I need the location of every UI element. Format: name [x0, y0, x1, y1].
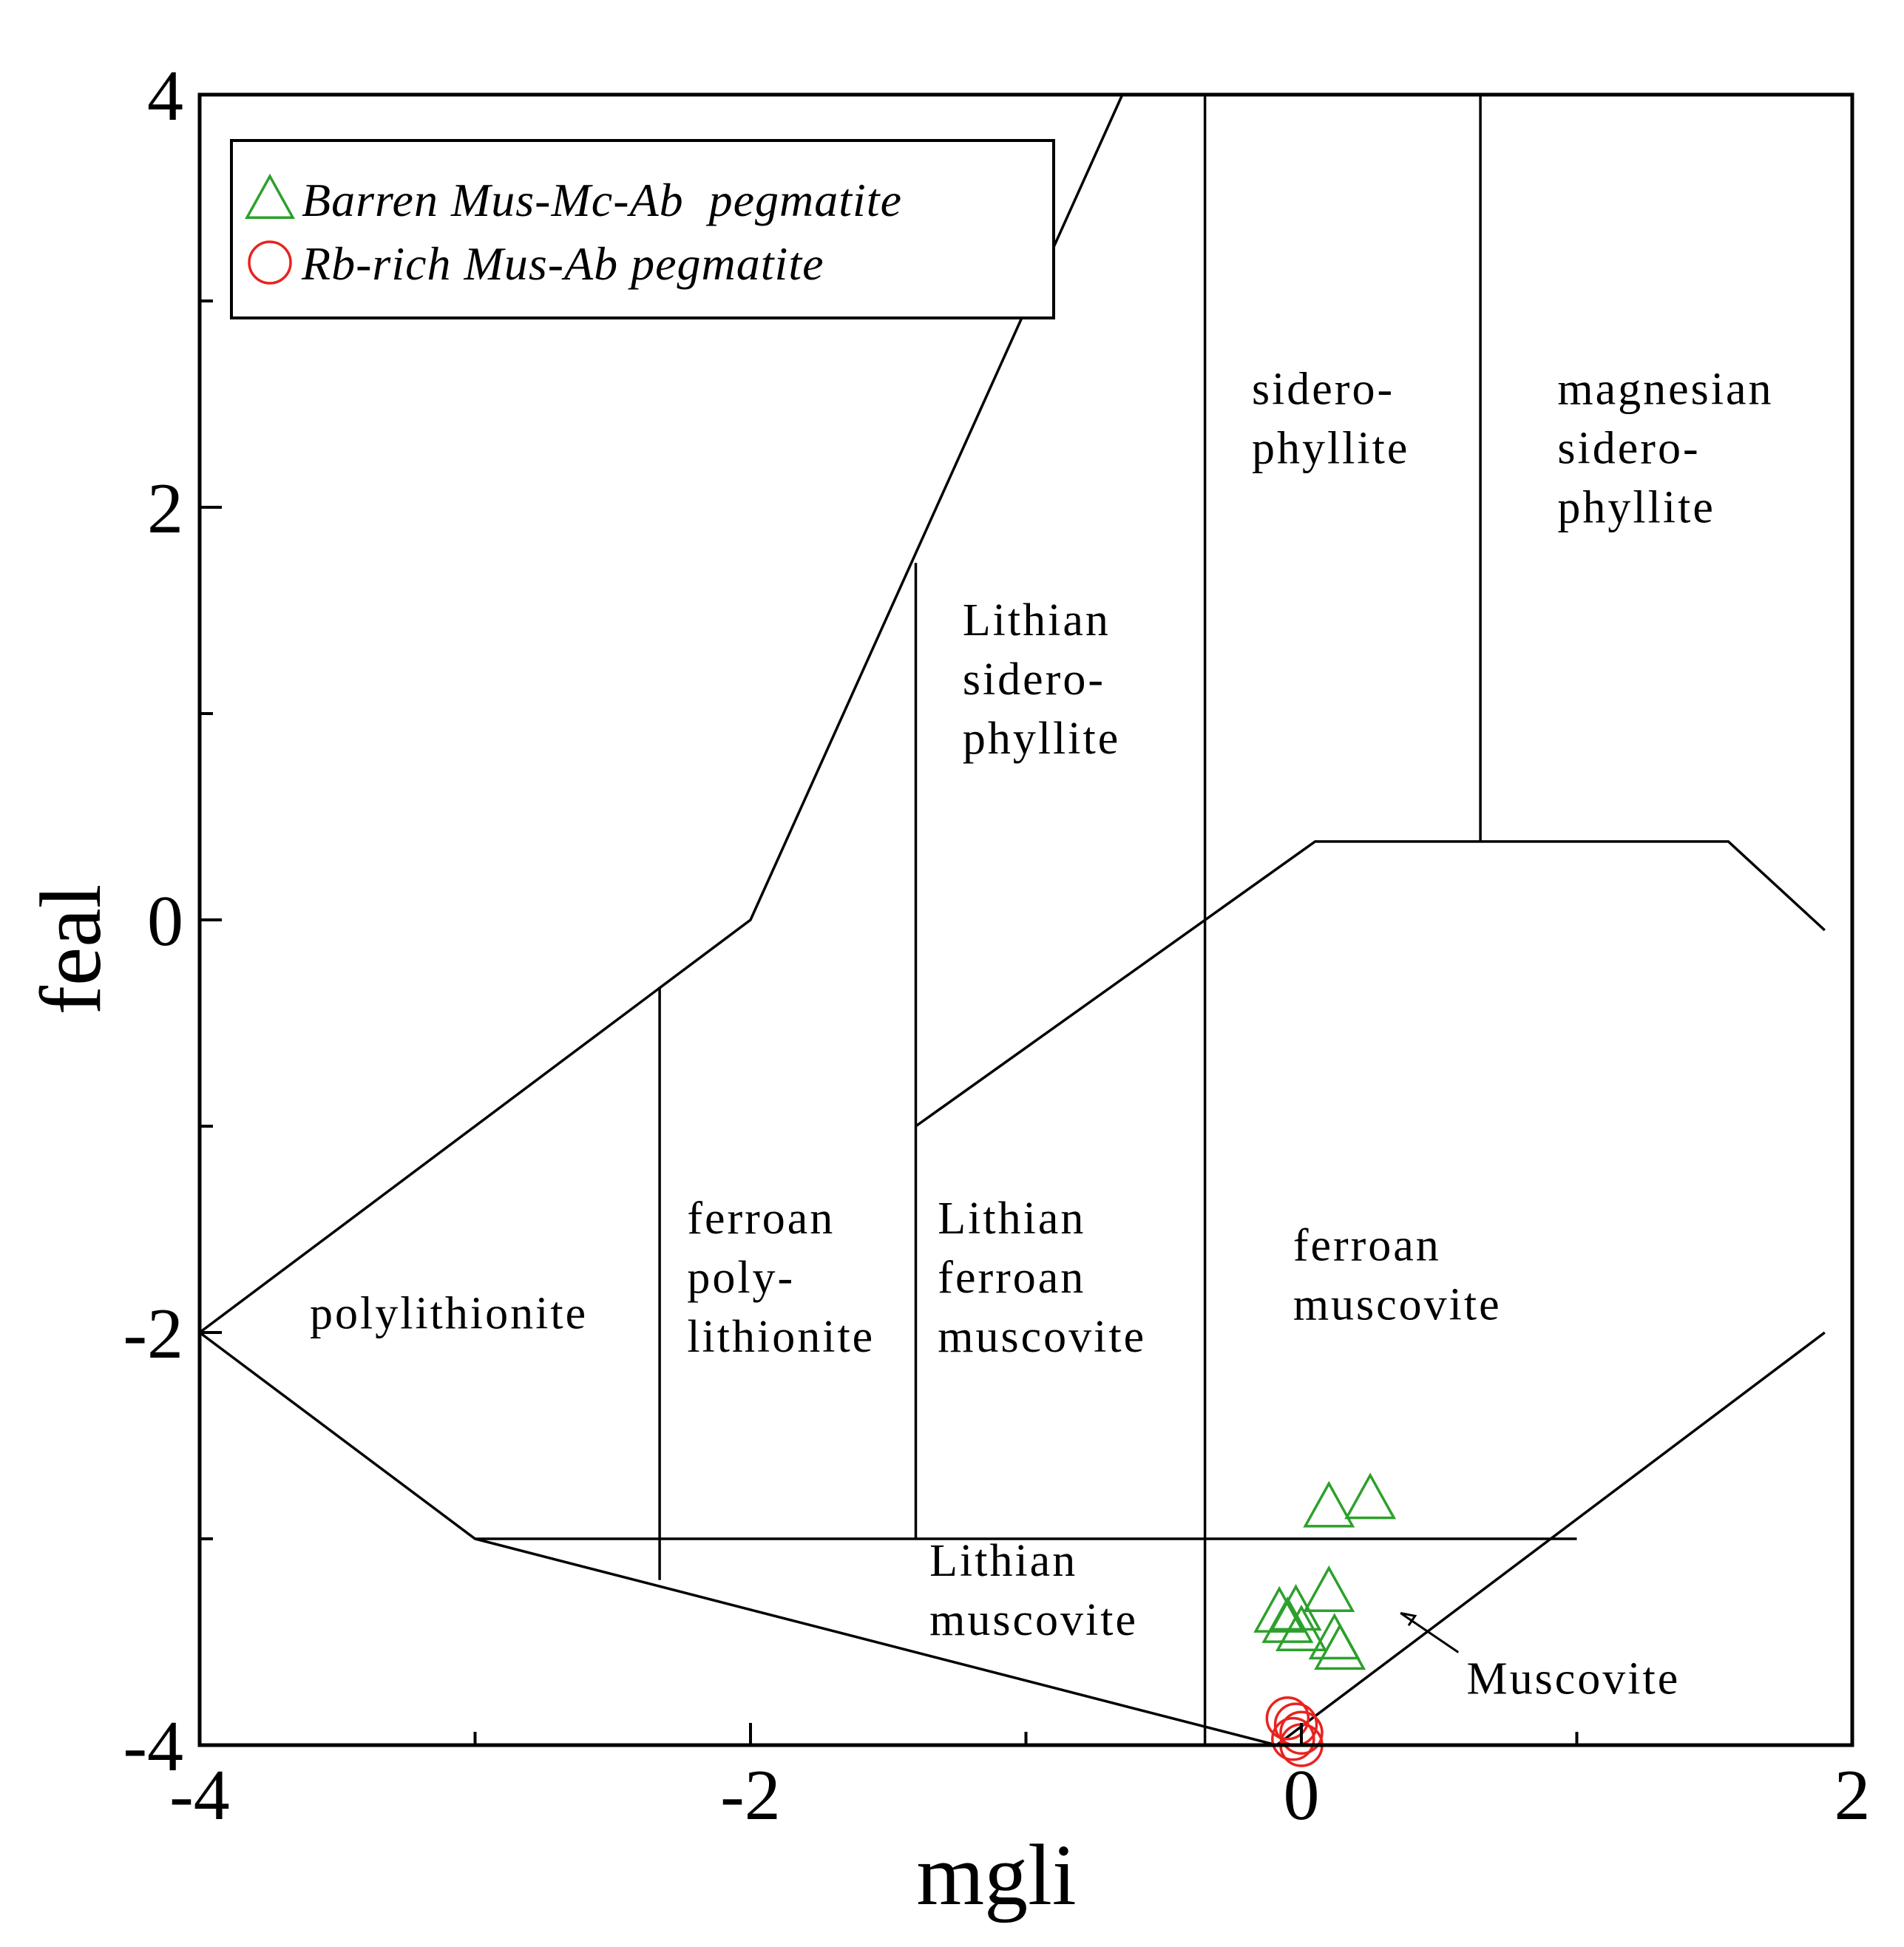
annotation-label: Muscovite: [1467, 1653, 1681, 1704]
muscovite-annotation: Muscovite: [1400, 1611, 1681, 1704]
field-label-5: Lithian ferroan muscovite: [938, 1193, 1146, 1362]
triangle-point: [1303, 1565, 1355, 1612]
triangle-point: [1303, 1480, 1355, 1528]
legend-circle-marker: [248, 240, 292, 285]
triangle-point: [1344, 1472, 1397, 1520]
field-labels: sidero-phyllite magnesian sidero-phyllite L…: [310, 365, 1773, 1646]
y-tick-label: 4: [147, 56, 183, 136]
legend-label-barren: Barren Mus-Mc-Ab pegmatite: [302, 174, 902, 226]
triangle-point: [1270, 1584, 1322, 1631]
classification-boundaries: [198, 94, 1826, 1747]
y-tick-label: -2: [123, 1294, 183, 1374]
circle-point: [1265, 1696, 1310, 1741]
y-axis-title: feal: [22, 884, 119, 1015]
legend-box: [230, 139, 1055, 319]
field-label-6: ferroan muscovite: [1293, 1220, 1502, 1330]
axis-tick-labels: -4 -2 0 2 4 2 0 -2 -4: [123, 56, 1870, 1835]
x-axis-title: mgli: [916, 1826, 1076, 1923]
field-label-3: polylithionite: [310, 1288, 588, 1338]
annotation-arrow-line: [1400, 1612, 1460, 1653]
x-tick-label: -2: [720, 1755, 781, 1835]
field-label-7: Lithian muscovite: [929, 1536, 1138, 1645]
y-tick-label: -4: [123, 1707, 183, 1787]
triangle-point: [1253, 1585, 1306, 1633]
axis-ticks: [198, 93, 1854, 1747]
field-label-2: Lithian sidero-phyllite: [963, 595, 1120, 764]
circle-point: [1271, 1716, 1315, 1761]
boundary-line-2: [198, 94, 1124, 1334]
legend: Barren Mus-Mc-Ab pegmatite Rb-rich Mus-A…: [230, 139, 1055, 319]
annotation-arrow-head: [1400, 1611, 1417, 1627]
legend-label-rb-rich: Rb-rich Mus-Ab pegmatite: [301, 237, 824, 290]
field-label-4: ferroan poly-lithionite: [687, 1193, 875, 1362]
x-tick-label: 2: [1834, 1755, 1871, 1835]
x-tick-label: -4: [169, 1755, 230, 1835]
legend-triangle-marker: [245, 173, 295, 219]
field-label-1: magnesian sidero-phyllite: [1557, 365, 1773, 533]
x-tick-label: 0: [1284, 1755, 1320, 1835]
data-points: [1253, 1472, 1397, 1767]
field-label-0: sidero-phyllite: [1252, 365, 1409, 474]
circle-point: [1279, 1710, 1324, 1755]
y-tick-label: 0: [147, 881, 183, 961]
boundary-line-7: [915, 840, 1826, 1128]
triangle-point: [1314, 1623, 1366, 1670]
y-tick-label: 2: [147, 469, 183, 549]
